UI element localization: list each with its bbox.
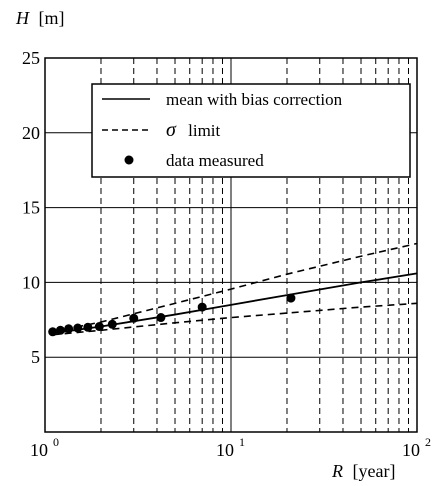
data-point (156, 313, 166, 323)
tick-labels: 5 10 15 20 25 10 0 10 1 10 2 (22, 48, 431, 460)
legend-sigma-symbol: σ (166, 119, 177, 141)
data-point (197, 302, 207, 312)
legend: mean with bias correction σ limit data m… (91, 83, 411, 178)
data-point (107, 319, 117, 329)
data-point (94, 322, 104, 332)
y-axis-unit: [m] (39, 8, 65, 28)
sigma-limit-line (52, 242, 418, 333)
data-point (48, 327, 58, 337)
y-tick-label: 10 (22, 272, 40, 292)
legend-swatch-marker (124, 155, 134, 165)
legend-sigma-text: limit (188, 121, 220, 140)
x-tick-exponent: 1 (239, 435, 245, 449)
x-tick-label: 10 (216, 440, 234, 460)
x-axis-symbol: R (331, 461, 343, 481)
sigma-limit-line (52, 302, 418, 336)
x-tick-label: 10 (30, 440, 48, 460)
y-tick-label: 15 (22, 198, 40, 218)
x-tick-exponent: 2 (425, 435, 431, 449)
data-point (55, 325, 65, 335)
x-axis-unit: [year] (353, 461, 396, 481)
data-point (83, 322, 93, 332)
x-axis-label: R [year] (331, 461, 395, 481)
data-point (129, 313, 139, 323)
legend-label-sigma: σ limit (166, 119, 221, 141)
legend-label-data: data measured (166, 151, 264, 170)
y-axis-label: H [m] (15, 8, 65, 28)
plot-frame (44, 57, 418, 433)
x-tick-exponent: 0 (53, 435, 59, 449)
data-point (286, 293, 296, 303)
y-axis-symbol: H (15, 8, 30, 28)
legend-label-mean: mean with bias correction (166, 90, 343, 109)
data-point (64, 324, 74, 334)
y-tick-label: 25 (22, 48, 40, 68)
y-tick-label: 5 (31, 347, 40, 367)
data-point (73, 323, 83, 333)
y-tick-label: 20 (22, 123, 40, 143)
series-layer (48, 242, 418, 337)
x-tick-label: 10 (402, 440, 420, 460)
